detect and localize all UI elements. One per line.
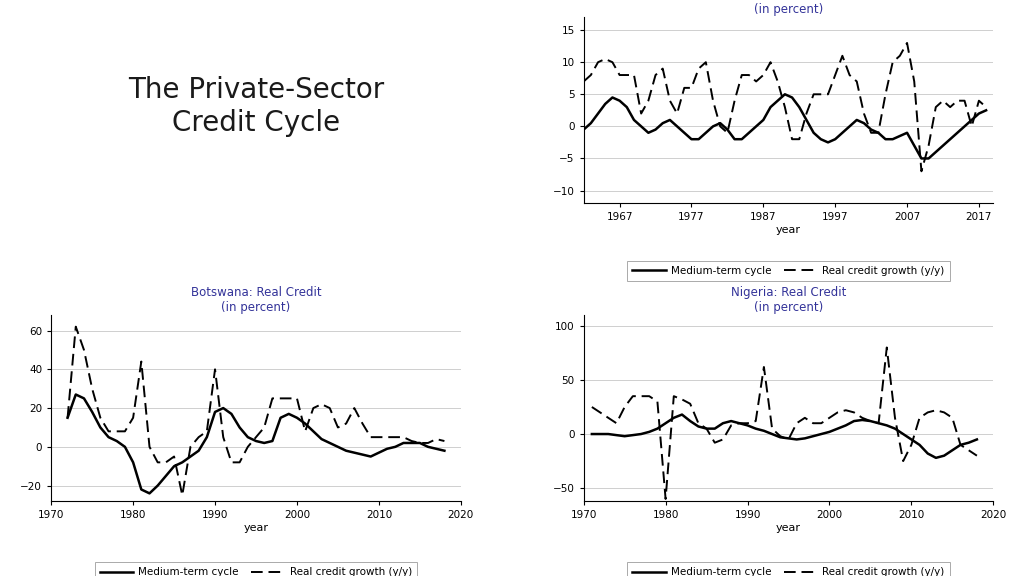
- X-axis label: year: year: [244, 523, 268, 533]
- Legend: Medium-term cycle, Real credit growth (y/y): Medium-term cycle, Real credit growth (y…: [94, 562, 418, 576]
- Text: The Private-Sector
Credit Cycle: The Private-Sector Credit Cycle: [128, 77, 384, 137]
- Legend: Medium-term cycle, Real credit growth (y/y): Medium-term cycle, Real credit growth (y…: [627, 261, 950, 281]
- X-axis label: year: year: [776, 225, 801, 235]
- X-axis label: year: year: [776, 523, 801, 533]
- Title: Nigeria: Real Credit
(in percent): Nigeria: Real Credit (in percent): [731, 286, 846, 314]
- Title: USA: Real Credit
(in percent): USA: Real Credit (in percent): [740, 0, 837, 16]
- Legend: Medium-term cycle, Real credit growth (y/y): Medium-term cycle, Real credit growth (y…: [627, 562, 950, 576]
- Title: Botswana: Real Credit
(in percent): Botswana: Real Credit (in percent): [190, 286, 322, 314]
